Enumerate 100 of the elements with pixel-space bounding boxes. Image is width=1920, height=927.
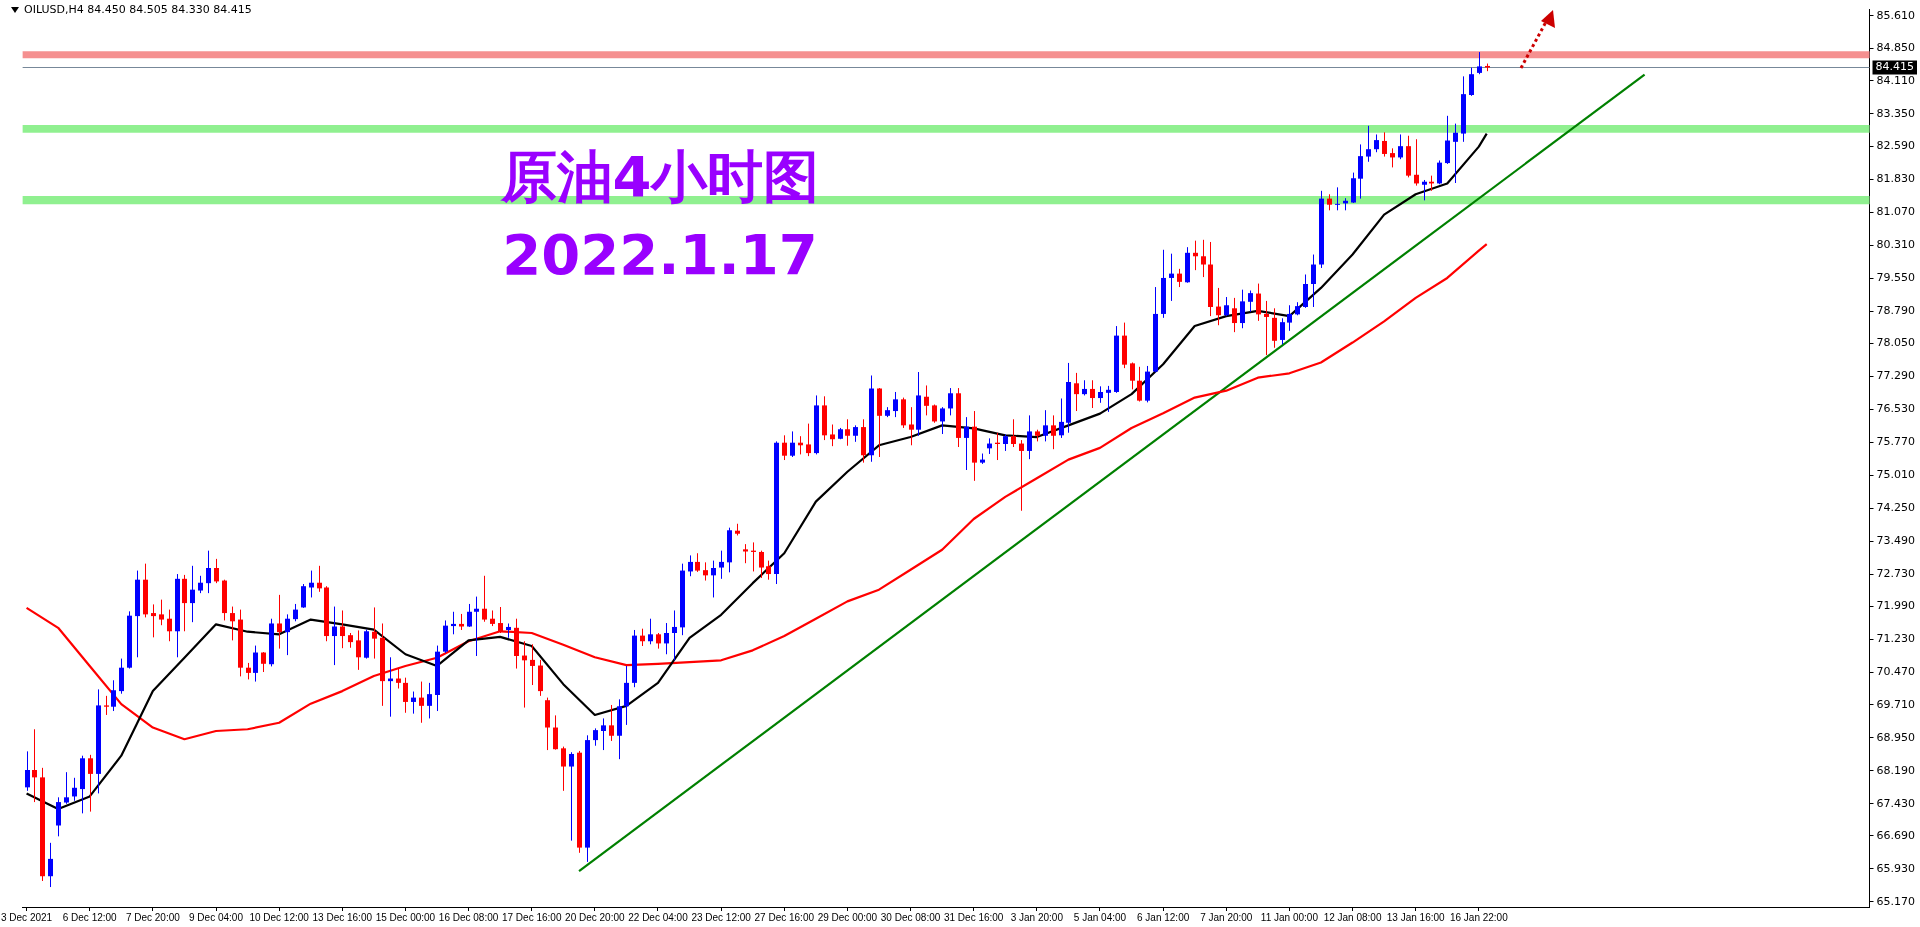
y-tick-label: 75.010: [1876, 468, 1916, 482]
candlestick: [1224, 296, 1229, 317]
candlestick: [356, 629, 361, 671]
x-tick-label: 10 Dec 12:00: [249, 911, 310, 923]
candlestick: [1137, 366, 1142, 403]
y-tick-label: 69.710: [1876, 697, 1916, 711]
candlestick: [924, 384, 929, 416]
candlestick: [1106, 385, 1111, 413]
candlestick: [553, 714, 558, 751]
candlestick: [1335, 186, 1340, 211]
x-tick-label: 22 Dec 04:00: [628, 911, 689, 923]
y-tick-label: 81.070: [1876, 205, 1916, 219]
candlestick: [32, 728, 37, 803]
candlestick: [340, 609, 345, 649]
y-tick-label: 74.250: [1876, 501, 1916, 515]
candlestick: [72, 777, 77, 802]
candlestick: [467, 603, 472, 628]
x-tick-label: 9 Dec 04:00: [189, 911, 244, 923]
candlestick: [1414, 138, 1419, 187]
candlestick: [403, 677, 408, 714]
candlestick: [1130, 361, 1135, 390]
candlestick: [648, 618, 653, 645]
candlestick: [782, 434, 787, 461]
candlestick: [759, 550, 764, 579]
y-tick-label: 84.110: [1876, 73, 1916, 87]
candlestick: [301, 583, 306, 609]
y-tick-label: 70.470: [1876, 664, 1916, 678]
x-tick-label: 31 Dec 16:00: [943, 911, 1004, 923]
candlestick: [190, 565, 195, 623]
candlestick: [940, 406, 945, 435]
candlestick: [419, 681, 424, 724]
candlestick: [601, 717, 606, 751]
candlestick: [1074, 372, 1079, 412]
candlestick: [1051, 414, 1056, 450]
candlestick: [451, 611, 456, 635]
candlestick: [411, 691, 416, 715]
candlestick: [1445, 115, 1450, 165]
candlestick: [1169, 253, 1174, 302]
candlestick: [1027, 414, 1032, 460]
x-tick-label: 7 Dec 20:00: [125, 911, 181, 923]
candlestick: [711, 560, 716, 598]
x-tick-label: 29 Dec 00:00: [817, 911, 878, 923]
candlestick: [1366, 125, 1371, 163]
x-tick-label: 5 Jan 04:00: [1073, 911, 1127, 923]
candlestick: [909, 406, 914, 446]
candlestick: [1477, 51, 1482, 75]
candlestick: [253, 645, 258, 683]
candlestick: [569, 751, 574, 842]
x-tick-label: 23 Dec 12:00: [691, 911, 752, 923]
candlestick: [743, 543, 748, 564]
x-tick-label: 30 Dec 08:00: [880, 911, 941, 923]
candlestick: [111, 679, 116, 712]
candlestick: [688, 554, 693, 577]
candlestick: [609, 704, 614, 742]
y-tick-label: 71.230: [1876, 631, 1916, 645]
candlestick: [56, 796, 61, 837]
y-tick-label: 80.310: [1876, 238, 1916, 252]
candlestick: [530, 643, 535, 686]
candlestick: [1303, 273, 1308, 309]
x-tick-label: 7 Jan 20:00: [1200, 911, 1253, 923]
y-tick-label: 78.050: [1876, 336, 1916, 350]
y-tick-label: 71.990: [1876, 598, 1916, 612]
candlestick: [206, 550, 211, 594]
candlestick: [719, 550, 724, 580]
x-tick-label: 6 Dec 12:00: [62, 911, 118, 923]
candlestick: [230, 606, 235, 641]
candlestick: [25, 750, 30, 792]
candlestick: [1256, 283, 1261, 322]
candlestick: [119, 658, 124, 695]
candlestick: [372, 606, 377, 660]
x-tick-label: 16 Dec 08:00: [438, 911, 499, 923]
candlestick: [1043, 409, 1048, 442]
candlestick: [561, 746, 566, 792]
candlestick: [1287, 304, 1292, 332]
candlestick: [695, 552, 700, 573]
y-tick-label: 66.690: [1876, 828, 1916, 842]
candlestick: [1358, 143, 1363, 200]
x-tick-label: 13 Jan 16:00: [1386, 911, 1446, 923]
candlestick: [1422, 179, 1427, 201]
y-tick-label: 68.950: [1876, 730, 1916, 744]
y-tick-label: 75.770: [1876, 435, 1916, 449]
candlestick: [766, 560, 771, 581]
candlestick: [64, 771, 69, 805]
candlestick: [332, 606, 337, 666]
candlestick: [1437, 159, 1442, 185]
y-tick-label: 78.790: [1876, 304, 1916, 318]
candlestick: [104, 695, 109, 716]
y-tick-label: 65.930: [1876, 861, 1916, 875]
annotation: OILUSD,H4 84.450 84.505 84.330 84.415: [24, 3, 252, 16]
candlestick: [261, 651, 266, 673]
candlestick: [482, 575, 487, 623]
x-tick-label: 11 Jan 00:00: [1260, 911, 1319, 923]
x-tick-label: 6 Jan 12:00: [1136, 911, 1190, 923]
candlestick: [88, 754, 93, 813]
x-tick-label: 13 Dec 16:00: [312, 911, 373, 923]
ref-line-label: 84.415: [1875, 60, 1915, 74]
y-tick-label: 81.830: [1876, 172, 1916, 186]
candlestick: [664, 622, 669, 655]
candlestick: [1453, 123, 1458, 184]
candlestick: [1382, 131, 1387, 158]
